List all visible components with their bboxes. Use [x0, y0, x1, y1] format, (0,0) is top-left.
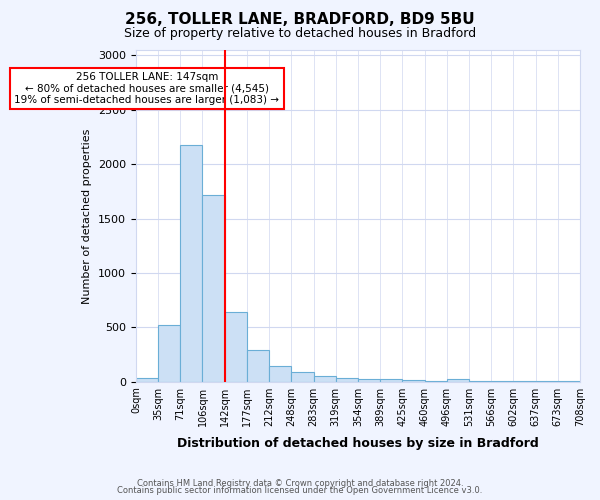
X-axis label: Distribution of detached houses by size in Bradford: Distribution of detached houses by size … — [177, 437, 539, 450]
Bar — [136, 378, 158, 382]
Bar — [269, 366, 292, 382]
Bar — [180, 144, 202, 382]
Bar — [536, 381, 558, 382]
Bar — [447, 379, 469, 382]
Bar — [314, 376, 336, 382]
Bar — [158, 325, 180, 382]
Text: Size of property relative to detached houses in Bradford: Size of property relative to detached ho… — [124, 28, 476, 40]
Bar — [403, 380, 425, 382]
Text: Contains HM Land Registry data © Crown copyright and database right 2024.: Contains HM Land Registry data © Crown c… — [137, 478, 463, 488]
Bar — [336, 378, 358, 382]
Bar — [469, 381, 491, 382]
Text: 256, TOLLER LANE, BRADFORD, BD9 5BU: 256, TOLLER LANE, BRADFORD, BD9 5BU — [125, 12, 475, 28]
Bar — [514, 381, 536, 382]
Bar — [380, 380, 403, 382]
Bar — [358, 379, 380, 382]
Bar — [292, 372, 314, 382]
Bar — [491, 381, 514, 382]
Bar — [247, 350, 269, 382]
Bar — [425, 380, 447, 382]
Text: Contains public sector information licensed under the Open Government Licence v3: Contains public sector information licen… — [118, 486, 482, 495]
Text: 256 TOLLER LANE: 147sqm
← 80% of detached houses are smaller (4,545)
19% of semi: 256 TOLLER LANE: 147sqm ← 80% of detache… — [14, 72, 280, 105]
Bar — [224, 312, 247, 382]
Bar — [202, 194, 224, 382]
Bar — [558, 381, 580, 382]
Y-axis label: Number of detached properties: Number of detached properties — [82, 128, 92, 304]
